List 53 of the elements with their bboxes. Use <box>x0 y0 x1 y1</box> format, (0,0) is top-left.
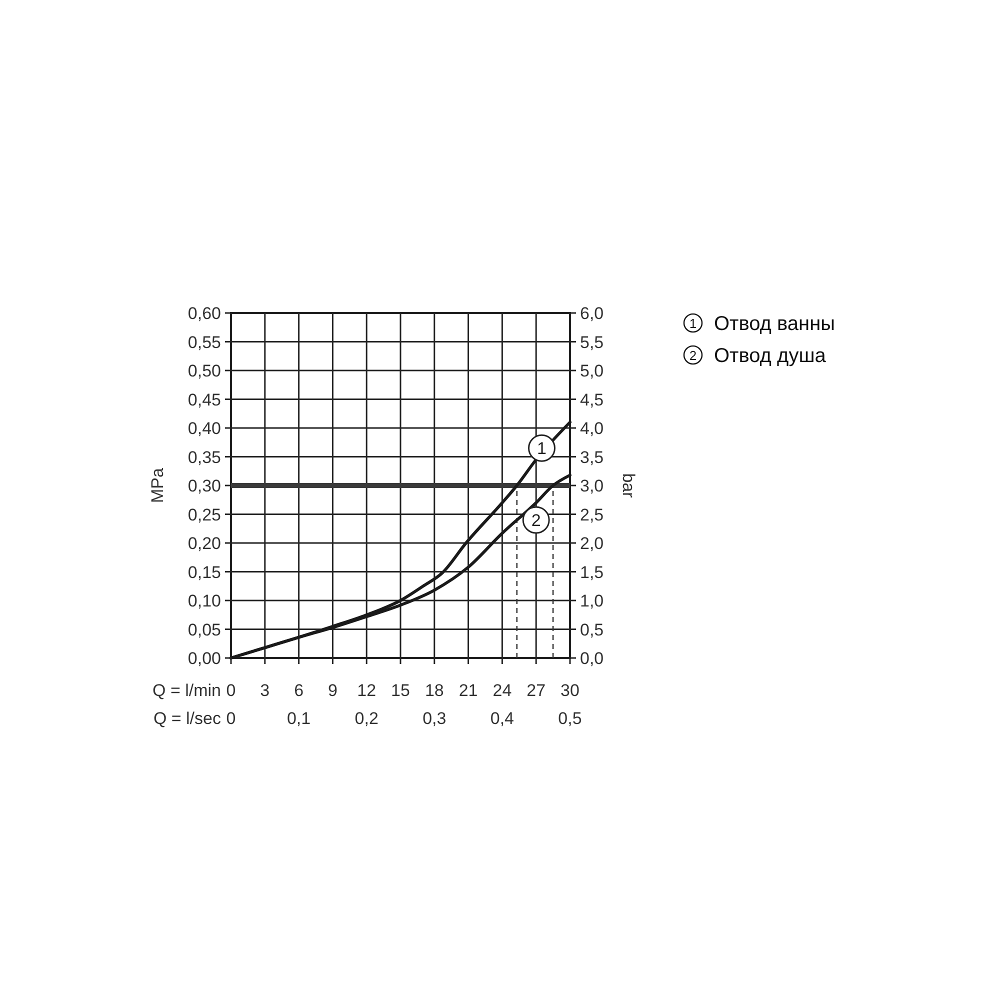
x-tick-label: 12 <box>357 681 376 700</box>
y2-tick-label: 5,5 <box>580 332 604 352</box>
x-tick-label: 0 <box>226 681 236 700</box>
x2-tick-label: 0,2 <box>354 709 378 728</box>
annotation: 2 <box>531 511 541 530</box>
x-tick-label: 30 <box>560 681 580 700</box>
x-tick-label: 18 <box>424 681 444 700</box>
legend-label: Отвод душа <box>714 345 827 367</box>
text: 1 <box>689 316 697 331</box>
y-tick-label: 0,30 <box>188 476 221 496</box>
y2-tick-label: 1,5 <box>580 562 604 582</box>
text: 2 <box>689 348 697 363</box>
y2-tick-label: 0,5 <box>580 620 604 640</box>
x-tick-label: 6 <box>294 681 304 700</box>
x-tick-label: 24 <box>492 681 512 700</box>
y-tick-label: 0,50 <box>188 362 221 380</box>
y-tick-label: 0,55 <box>188 332 221 352</box>
legend-label: Отвод ванны <box>714 313 836 335</box>
y-tick-label: 0,10 <box>188 592 221 610</box>
x-tick-label: 21 <box>458 681 478 700</box>
x2-tick-label: 0 <box>226 709 236 728</box>
y-tick-label: 0,25 <box>188 505 221 524</box>
y-tick-label: 0,00 <box>188 649 221 668</box>
x-tick-label: 9 <box>328 681 338 700</box>
y-tick-label: 0,15 <box>188 562 221 582</box>
y2-tick-label: 4,0 <box>580 419 604 438</box>
y-tick-label: 0,60 <box>188 304 221 323</box>
y2-tick-label: 3,0 <box>580 476 604 496</box>
x-tick-label: 27 <box>526 681 546 700</box>
y-tick-label: 0,20 <box>188 534 221 553</box>
annotation: 1 <box>537 439 546 458</box>
y2-tick-label: 2,5 <box>580 505 604 524</box>
y-tick-label: 0,40 <box>188 419 221 438</box>
x2-tick-label: 0,1 <box>286 709 311 728</box>
x-tick-label: 15 <box>391 681 410 700</box>
y-tick-label: 0,35 <box>188 448 221 467</box>
y2-axis-title: bar <box>619 473 638 498</box>
y2-tick-label: 6,0 <box>580 304 604 323</box>
y2-tick-label: 5,0 <box>580 362 604 380</box>
y2-tick-label: 1,0 <box>580 592 604 610</box>
y-axis-title: MPa <box>148 467 167 503</box>
y-tick-label: 0,05 <box>188 620 221 640</box>
x2-tick-label: 0,4 <box>490 709 514 728</box>
y2-tick-label: 3,5 <box>580 448 604 467</box>
y2-tick-label: 4,5 <box>580 390 604 410</box>
x2-tick-label: 0,3 <box>422 709 446 728</box>
x-axis-title: Q = l/min <box>152 681 221 700</box>
y-tick-label: 0,45 <box>188 390 221 410</box>
y2-tick-label: 0,0 <box>580 649 604 668</box>
x2-tick-label: 0,5 <box>558 709 582 728</box>
x-tick-label: 3 <box>260 681 270 700</box>
y2-tick-label: 2,0 <box>580 534 604 553</box>
x2-axis-title: Q = l/sec <box>153 709 222 728</box>
